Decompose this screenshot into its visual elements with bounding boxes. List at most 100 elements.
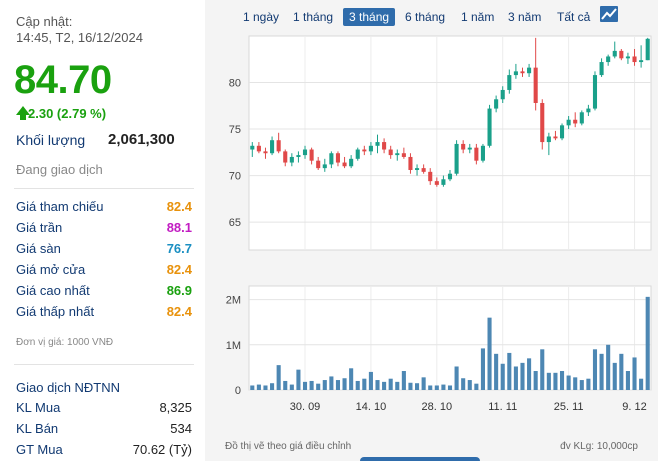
price-row-label: Giá cao nhất <box>16 283 90 298</box>
volume-bar <box>546 372 551 390</box>
volume-bar <box>388 378 393 390</box>
volume-bar <box>461 378 466 390</box>
x-tick-label: 30. 09 <box>290 401 321 413</box>
candle-body <box>421 168 426 172</box>
candle-body <box>395 153 400 156</box>
price-tick-label: 65 <box>229 217 241 229</box>
candle-body <box>434 181 439 185</box>
chart-note-right: đv KLg: 10,000cp <box>560 441 638 452</box>
volume-bar <box>296 369 301 390</box>
volume-bar <box>599 353 604 390</box>
candle-body <box>474 147 479 161</box>
volume-bar <box>355 380 360 390</box>
price-row-value: 82.4 <box>166 262 192 277</box>
candle-body <box>441 179 446 185</box>
price-row-label: Giá sàn <box>16 241 61 256</box>
range-tab[interactable]: 3 năm <box>508 10 542 24</box>
candle-body <box>256 145 261 152</box>
volume-bar <box>625 371 630 390</box>
candle-body <box>467 147 472 150</box>
volume-bar <box>289 384 294 390</box>
x-tick-label: 25. 11 <box>554 401 584 413</box>
price-pane <box>248 35 652 251</box>
volume-bar <box>382 381 387 390</box>
range-tab[interactable]: 1 tháng <box>293 10 334 24</box>
volume-bar <box>375 380 380 390</box>
volume-bar <box>559 371 565 390</box>
range-tab[interactable]: 1 ngày <box>243 10 280 24</box>
range-tab[interactable]: 3 tháng <box>343 8 396 26</box>
candle-body <box>592 75 598 109</box>
volume-bar <box>540 349 545 390</box>
volume-bar <box>302 381 308 390</box>
volume-bar <box>395 381 400 390</box>
range-tab[interactable]: 6 tháng <box>405 10 446 24</box>
candle-body <box>487 108 492 146</box>
candle-body <box>342 162 347 167</box>
price-row-label: Giá mở cửa <box>16 262 86 277</box>
candle-body <box>283 151 288 163</box>
volume-bar <box>513 366 518 390</box>
volume-bar <box>335 380 341 390</box>
candle-body <box>289 156 294 163</box>
update-time: 14:45, T2, 16/12/2024 <box>16 30 143 45</box>
foreign-trading-title: Giao dịch NĐTNN <box>16 380 121 395</box>
chart-scroll-handle[interactable] <box>360 457 480 461</box>
volume-label: Khối lượng <box>16 132 86 148</box>
candle-body <box>606 56 611 63</box>
foreign-row: KL Bán 534 <box>16 421 192 442</box>
volume-bar <box>428 385 433 390</box>
volume-bar <box>500 363 505 390</box>
volume-bar <box>276 365 281 390</box>
price-row-label: Giá trần <box>16 220 63 235</box>
volume-bar <box>362 378 367 390</box>
price-row: Giá trần 88.1 <box>16 220 192 241</box>
candle-body <box>639 60 644 63</box>
price-change: 2.30 (2.79 %) <box>28 106 107 121</box>
volume-bar <box>612 362 617 390</box>
candle-body <box>513 71 518 76</box>
candle-body <box>540 102 545 143</box>
candle-body <box>355 149 360 159</box>
foreign-row-value: 8,325 <box>159 400 192 415</box>
candle-body <box>316 160 321 169</box>
foreign-row-label: KL Bán <box>16 421 59 436</box>
x-tick-label: 11. 11 <box>488 401 517 413</box>
volume-value: 2,061,300 <box>108 131 175 148</box>
volume-pane <box>248 285 652 391</box>
candle-body <box>329 153 334 165</box>
volume-bar <box>270 383 275 390</box>
divider <box>14 188 194 189</box>
candle-body <box>566 119 571 126</box>
volume-bar <box>349 368 354 390</box>
quote-panel: Cập nhật: 14:45, T2, 16/12/2024 84.70 2.… <box>0 0 200 461</box>
volume-bar <box>586 378 591 390</box>
volume-bar <box>263 385 268 390</box>
volume-bar <box>566 375 571 390</box>
range-tab[interactable]: 1 năm <box>461 10 495 24</box>
price-tick-label: 70 <box>229 171 241 183</box>
volume-bar <box>520 362 525 390</box>
foreign-row: KL Mua 8,325 <box>16 400 192 421</box>
price-row-value: 88.1 <box>166 220 192 235</box>
volume-bar <box>619 353 624 390</box>
foreign-row-label: GT Mua <box>16 442 63 457</box>
chart-expand-icon[interactable] <box>600 6 618 22</box>
candle-body <box>520 71 525 74</box>
range-tab[interactable]: Tất cả <box>557 10 591 24</box>
candle-body <box>553 136 558 139</box>
price-row-value: 82.4 <box>166 304 192 319</box>
candle-body <box>579 112 584 124</box>
volume-bar <box>494 353 499 390</box>
volume-bar <box>421 377 426 390</box>
volume-bar <box>283 380 288 390</box>
candle-body <box>599 62 604 76</box>
price-tick-label: 80 <box>229 78 241 90</box>
range-tabs: 1 ngày 1 tháng 3 tháng 6 tháng 1 năm 3 năm Tất… <box>205 6 658 26</box>
volume-bar <box>256 384 261 390</box>
price-row-value: 86.9 <box>166 283 192 298</box>
price-row: Giá mở cửa 82.4 <box>16 262 192 283</box>
candle-body <box>270 140 275 154</box>
price-volume-chart[interactable]: 30. 09 14. 10 28. 10 11. 11 25. 11 9. 12 65 70 7… <box>205 28 658 448</box>
divider <box>14 364 194 365</box>
